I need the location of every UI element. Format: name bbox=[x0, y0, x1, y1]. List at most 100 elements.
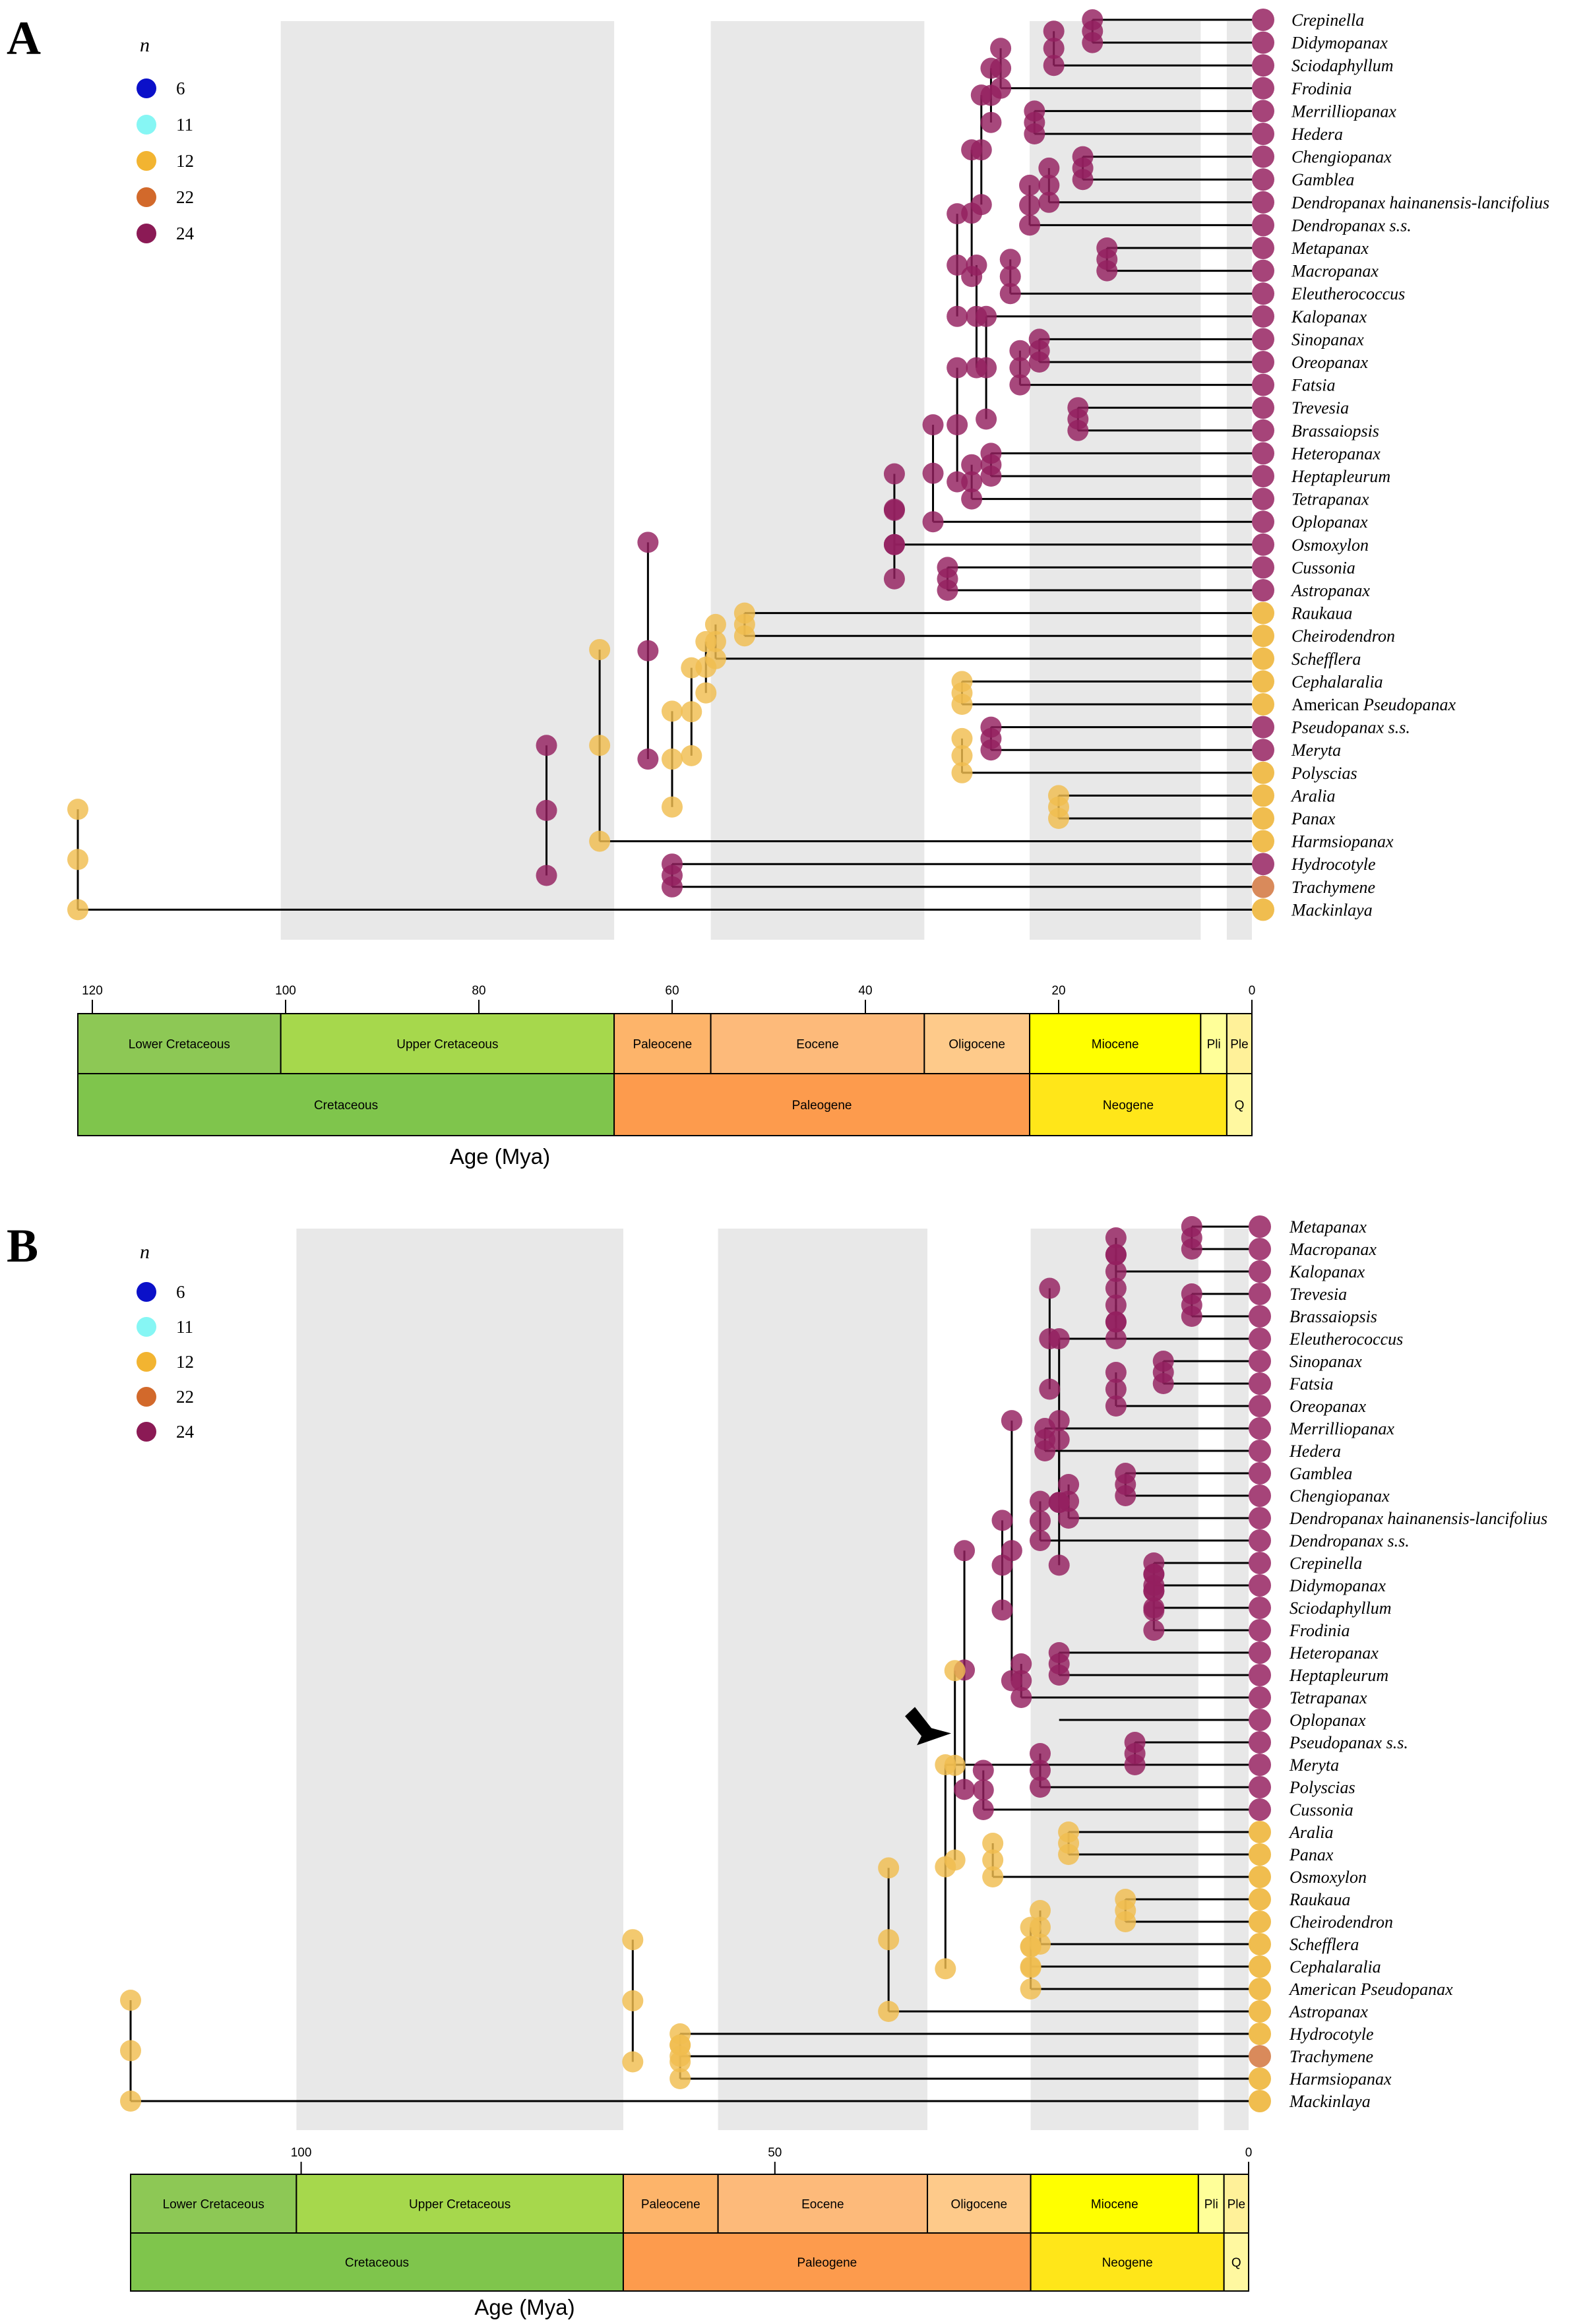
legend-swatch bbox=[137, 115, 156, 135]
ancestral-state-pie bbox=[695, 630, 717, 652]
taxon-name: Cheirodendron bbox=[1291, 627, 1395, 646]
tip-state-circle bbox=[1252, 784, 1274, 807]
ancestral-state-pie bbox=[1028, 340, 1050, 361]
ancestral-state-pie bbox=[1105, 1227, 1127, 1248]
ancestral-state-pie bbox=[1043, 38, 1065, 59]
ancestral-state-pie bbox=[1001, 1670, 1022, 1692]
axis-tick-label: 20 bbox=[1051, 984, 1065, 998]
legend-swatch bbox=[137, 1282, 156, 1302]
epoch-label: Upper Cretaceous bbox=[396, 1038, 498, 1052]
tip-state-circle bbox=[1252, 693, 1274, 716]
ancestral-state-pie bbox=[976, 357, 997, 379]
epoch-label: Miocene bbox=[1091, 2198, 1138, 2212]
ancestral-state-pie bbox=[1009, 374, 1031, 396]
ancestral-state-pie bbox=[922, 511, 944, 533]
period-box bbox=[1029, 1073, 1228, 1136]
taxon-label: Osmoxylon bbox=[1290, 1868, 1367, 1887]
taxon-name: Oreopanax bbox=[1290, 1397, 1366, 1416]
taxon-label: Oreopanax bbox=[1290, 1397, 1366, 1416]
tree-branches bbox=[120, 1216, 1260, 2112]
ancestral-state-pie bbox=[935, 1754, 956, 1775]
ancestral-state-pie bbox=[681, 745, 702, 766]
axis-title: Age (Mya) bbox=[474, 2295, 575, 2319]
taxon-label: Mackinlaya bbox=[1289, 2092, 1371, 2111]
taxon-name: Macropanax bbox=[1291, 262, 1379, 281]
taxon-label: Metapanax bbox=[1289, 1217, 1367, 1237]
tip-state-circle bbox=[1252, 716, 1274, 739]
taxon-label: Kalopanax bbox=[1289, 1262, 1365, 1281]
taxon-label: Trevesia bbox=[1291, 398, 1349, 417]
ancestral-state-pie bbox=[120, 1990, 141, 2011]
ancestral-state-pie bbox=[980, 727, 1002, 749]
taxon-label: Harmsiopanax bbox=[1289, 2069, 1392, 2089]
taxon-name: Polyscias bbox=[1289, 1778, 1355, 1797]
legend-swatch bbox=[137, 1422, 156, 1442]
taxon-name: Trevesia bbox=[1291, 398, 1349, 417]
ancestral-state-pie bbox=[951, 762, 973, 783]
taxon-name: Cheirodendron bbox=[1290, 1912, 1393, 1932]
ancestral-state-pie bbox=[1048, 1554, 1070, 1576]
tip-state-circle bbox=[1252, 807, 1274, 830]
epoch-label: Miocene bbox=[1092, 1038, 1139, 1052]
taxon-label: American Pseudopanax bbox=[1288, 1980, 1453, 1999]
taxon-label: Hydrocotyle bbox=[1291, 855, 1376, 874]
ancestral-state-pie bbox=[120, 2091, 141, 2112]
ancestral-state-pie bbox=[976, 305, 997, 327]
ancestral-state-pie bbox=[1019, 214, 1041, 236]
taxon-label: Tetrapanax bbox=[1291, 490, 1369, 509]
taxon-name: Hydrocotyle bbox=[1291, 855, 1376, 874]
tip-state-circle bbox=[1252, 898, 1274, 921]
tip-state-circle bbox=[1252, 487, 1274, 510]
ancestral-state-pie bbox=[878, 1929, 900, 1951]
axis-tick-label: 100 bbox=[275, 984, 296, 998]
epoch-box bbox=[927, 2174, 1032, 2234]
legend-label: 12 bbox=[176, 151, 194, 171]
epoch-box bbox=[1226, 1013, 1253, 1074]
ancestral-state-pie bbox=[1115, 1900, 1136, 1921]
tip-state-circle bbox=[1249, 1933, 1271, 1955]
tip-state-circle bbox=[1249, 1238, 1271, 1260]
taxon-name: Heteropanax bbox=[1289, 1643, 1379, 1663]
tip-state-circle bbox=[1252, 647, 1274, 670]
tip-state-circle bbox=[1249, 1305, 1271, 1328]
ancestral-state-pie bbox=[999, 266, 1021, 288]
legend-label: 6 bbox=[176, 78, 185, 98]
tip-state-circle bbox=[1249, 2045, 1271, 2067]
tip-state-circle bbox=[1252, 373, 1274, 396]
taxon-label: Brassaiopsis bbox=[1290, 1307, 1377, 1326]
ancestral-state-pie bbox=[669, 2034, 691, 2056]
taxon-name: Aralia bbox=[1288, 1823, 1333, 1842]
ancestral-state-pie bbox=[1105, 1311, 1127, 1333]
period-label: Paleogene bbox=[792, 1099, 852, 1113]
taxon-name: Trachymene bbox=[1291, 878, 1375, 897]
tip-state-circle bbox=[1249, 1731, 1271, 1754]
period-box bbox=[130, 2232, 624, 2292]
ancestral-state-pie bbox=[1029, 1759, 1051, 1781]
taxon-name: Cephalaralia bbox=[1291, 672, 1383, 691]
taxon-label: Gamblea bbox=[1290, 1464, 1352, 1483]
taxon-label: Frodinia bbox=[1289, 1621, 1350, 1640]
ancestral-state-pie bbox=[1058, 1833, 1080, 1854]
ancestral-state-pie bbox=[883, 534, 905, 555]
ancestral-state-pie bbox=[883, 463, 905, 485]
tip-state-circle bbox=[1249, 1843, 1271, 1866]
ancestral-state-pie bbox=[972, 1759, 994, 1781]
taxon-name: Mackinlaya bbox=[1289, 2092, 1371, 2111]
taxon-name: Sciodaphyllum bbox=[1290, 1599, 1392, 1618]
ancestral-state-pie bbox=[1105, 1362, 1127, 1383]
tip-state-circle bbox=[1252, 533, 1274, 556]
epoch-shade-band bbox=[280, 21, 615, 940]
taxon-name: Hedera bbox=[1289, 1442, 1341, 1461]
taxon-label: Heteropanax bbox=[1291, 444, 1381, 463]
legend-title: n bbox=[140, 34, 150, 56]
tip-state-circle bbox=[1252, 214, 1274, 237]
taxon-label: Dendropanax hainanensis-lancifolius bbox=[1289, 1509, 1547, 1528]
taxon-label: Gamblea bbox=[1291, 170, 1354, 189]
taxon-label: Sciodaphyllum bbox=[1290, 1599, 1392, 1618]
tip-state-circle bbox=[1252, 76, 1274, 100]
ancestral-state-pie bbox=[669, 2068, 691, 2089]
ancestral-state-pie bbox=[922, 414, 944, 436]
taxon-label: Eleutherococcus bbox=[1291, 284, 1405, 303]
